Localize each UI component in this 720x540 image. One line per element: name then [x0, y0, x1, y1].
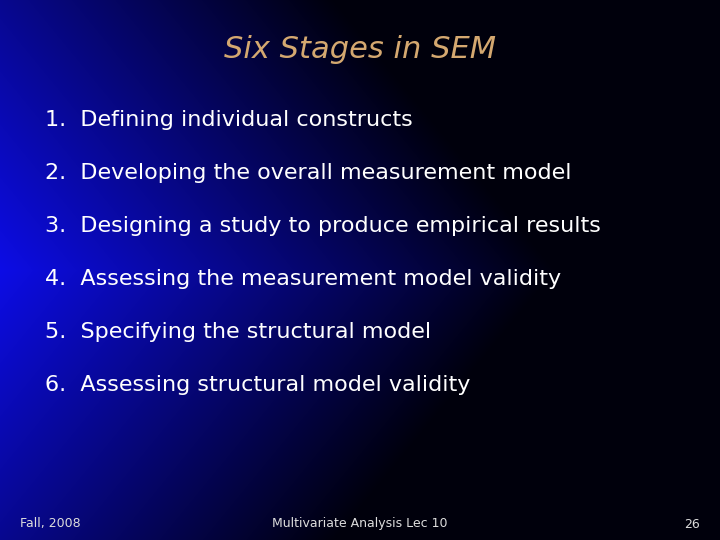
Text: 26: 26	[684, 517, 700, 530]
Text: 3.  Designing a study to produce empirical results: 3. Designing a study to produce empirica…	[45, 216, 601, 236]
Text: Six Stages in SEM: Six Stages in SEM	[224, 36, 496, 64]
Text: 4.  Assessing the measurement model validity: 4. Assessing the measurement model valid…	[45, 269, 561, 289]
Text: 5.  Specifying the structural model: 5. Specifying the structural model	[45, 322, 431, 342]
Text: Multivariate Analysis Lec 10: Multivariate Analysis Lec 10	[272, 517, 448, 530]
Text: 1.  Defining individual constructs: 1. Defining individual constructs	[45, 110, 413, 130]
Text: Fall, 2008: Fall, 2008	[20, 517, 81, 530]
Text: 6.  Assessing structural model validity: 6. Assessing structural model validity	[45, 375, 470, 395]
Text: 2.  Developing the overall measurement model: 2. Developing the overall measurement mo…	[45, 163, 572, 183]
